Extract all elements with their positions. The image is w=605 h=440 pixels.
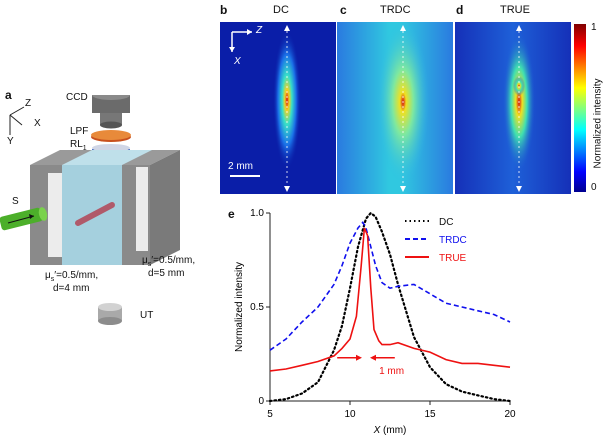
x-tick-label: 20	[504, 409, 516, 420]
y-tick-label: 0	[258, 396, 264, 407]
image-axis-z: Z	[256, 25, 263, 36]
colorbar-min: 0	[591, 182, 597, 193]
image-dc: Z X 2 mm	[220, 22, 336, 194]
left-medium-d: d=4 mm	[53, 283, 90, 294]
panel-label-b: b	[220, 3, 228, 17]
panel-label-e: e	[228, 207, 235, 221]
lpf-filter	[91, 130, 131, 142]
annotation-arrowhead-right	[370, 354, 376, 361]
axis-label-x: X	[34, 118, 41, 129]
image-axis-x: X	[234, 56, 241, 67]
annotation-label: 1 mm	[379, 366, 404, 377]
colorbar	[574, 24, 586, 192]
scalebar-label: 2 mm	[228, 161, 253, 172]
series-line-true	[269, 227, 511, 372]
y-tick-label: 0.5	[250, 302, 264, 313]
rl-label: RL1	[70, 139, 87, 152]
series-line-trdc	[269, 221, 511, 351]
light-source	[0, 207, 48, 231]
image-title-trdc: TRDC	[380, 4, 411, 16]
annotation-arrowhead-left	[356, 354, 362, 361]
panel-label-a: a	[5, 88, 12, 102]
image-title-true: TRUE	[500, 4, 530, 16]
right-medium-mu: μs′=0.5/mm,	[142, 255, 196, 268]
setup-diagram	[0, 95, 180, 325]
x-axis-title: X (mm)	[373, 425, 407, 436]
legend-label-trdc: TRDC	[439, 235, 467, 246]
y-axis-title: Normalized intensity	[234, 262, 245, 352]
x-tick-label: 10	[344, 409, 356, 420]
legend-label-dc: DC	[439, 217, 453, 228]
setup-axes	[9, 106, 25, 135]
axis-label-y: Y	[7, 136, 14, 147]
panel-label-d: d	[456, 3, 464, 17]
source-label: S	[12, 196, 19, 207]
right-medium-d: d=5 mm	[148, 268, 185, 279]
colorbar-label: Normalized intensity	[592, 78, 604, 169]
axis-label-z: Z	[25, 98, 32, 109]
phantom-box	[30, 150, 180, 265]
ccd-label: CCD	[66, 92, 88, 103]
lpf-label: LPF	[70, 126, 89, 137]
left-medium-mu: μs′=0.5/mm,	[45, 270, 99, 283]
y-tick-label: 1.0	[250, 208, 264, 219]
panel-label-c: c	[340, 3, 347, 17]
image-trdc	[337, 22, 453, 194]
ut-label: UT	[140, 310, 154, 321]
x-tick-label: 15	[424, 409, 436, 420]
ultrasound-transducer	[98, 303, 122, 325]
legend-label-true: TRUE	[439, 253, 467, 264]
x-tick-label: 5	[267, 409, 273, 420]
colorbar-max: 1	[591, 22, 597, 33]
image-title-dc: DC	[273, 4, 289, 16]
profile-chart: 5 10 15 20 0 0.5 1.0 X (mm) Normalized intensity…	[234, 208, 516, 436]
ccd-camera	[92, 95, 130, 129]
image-true	[455, 22, 571, 194]
